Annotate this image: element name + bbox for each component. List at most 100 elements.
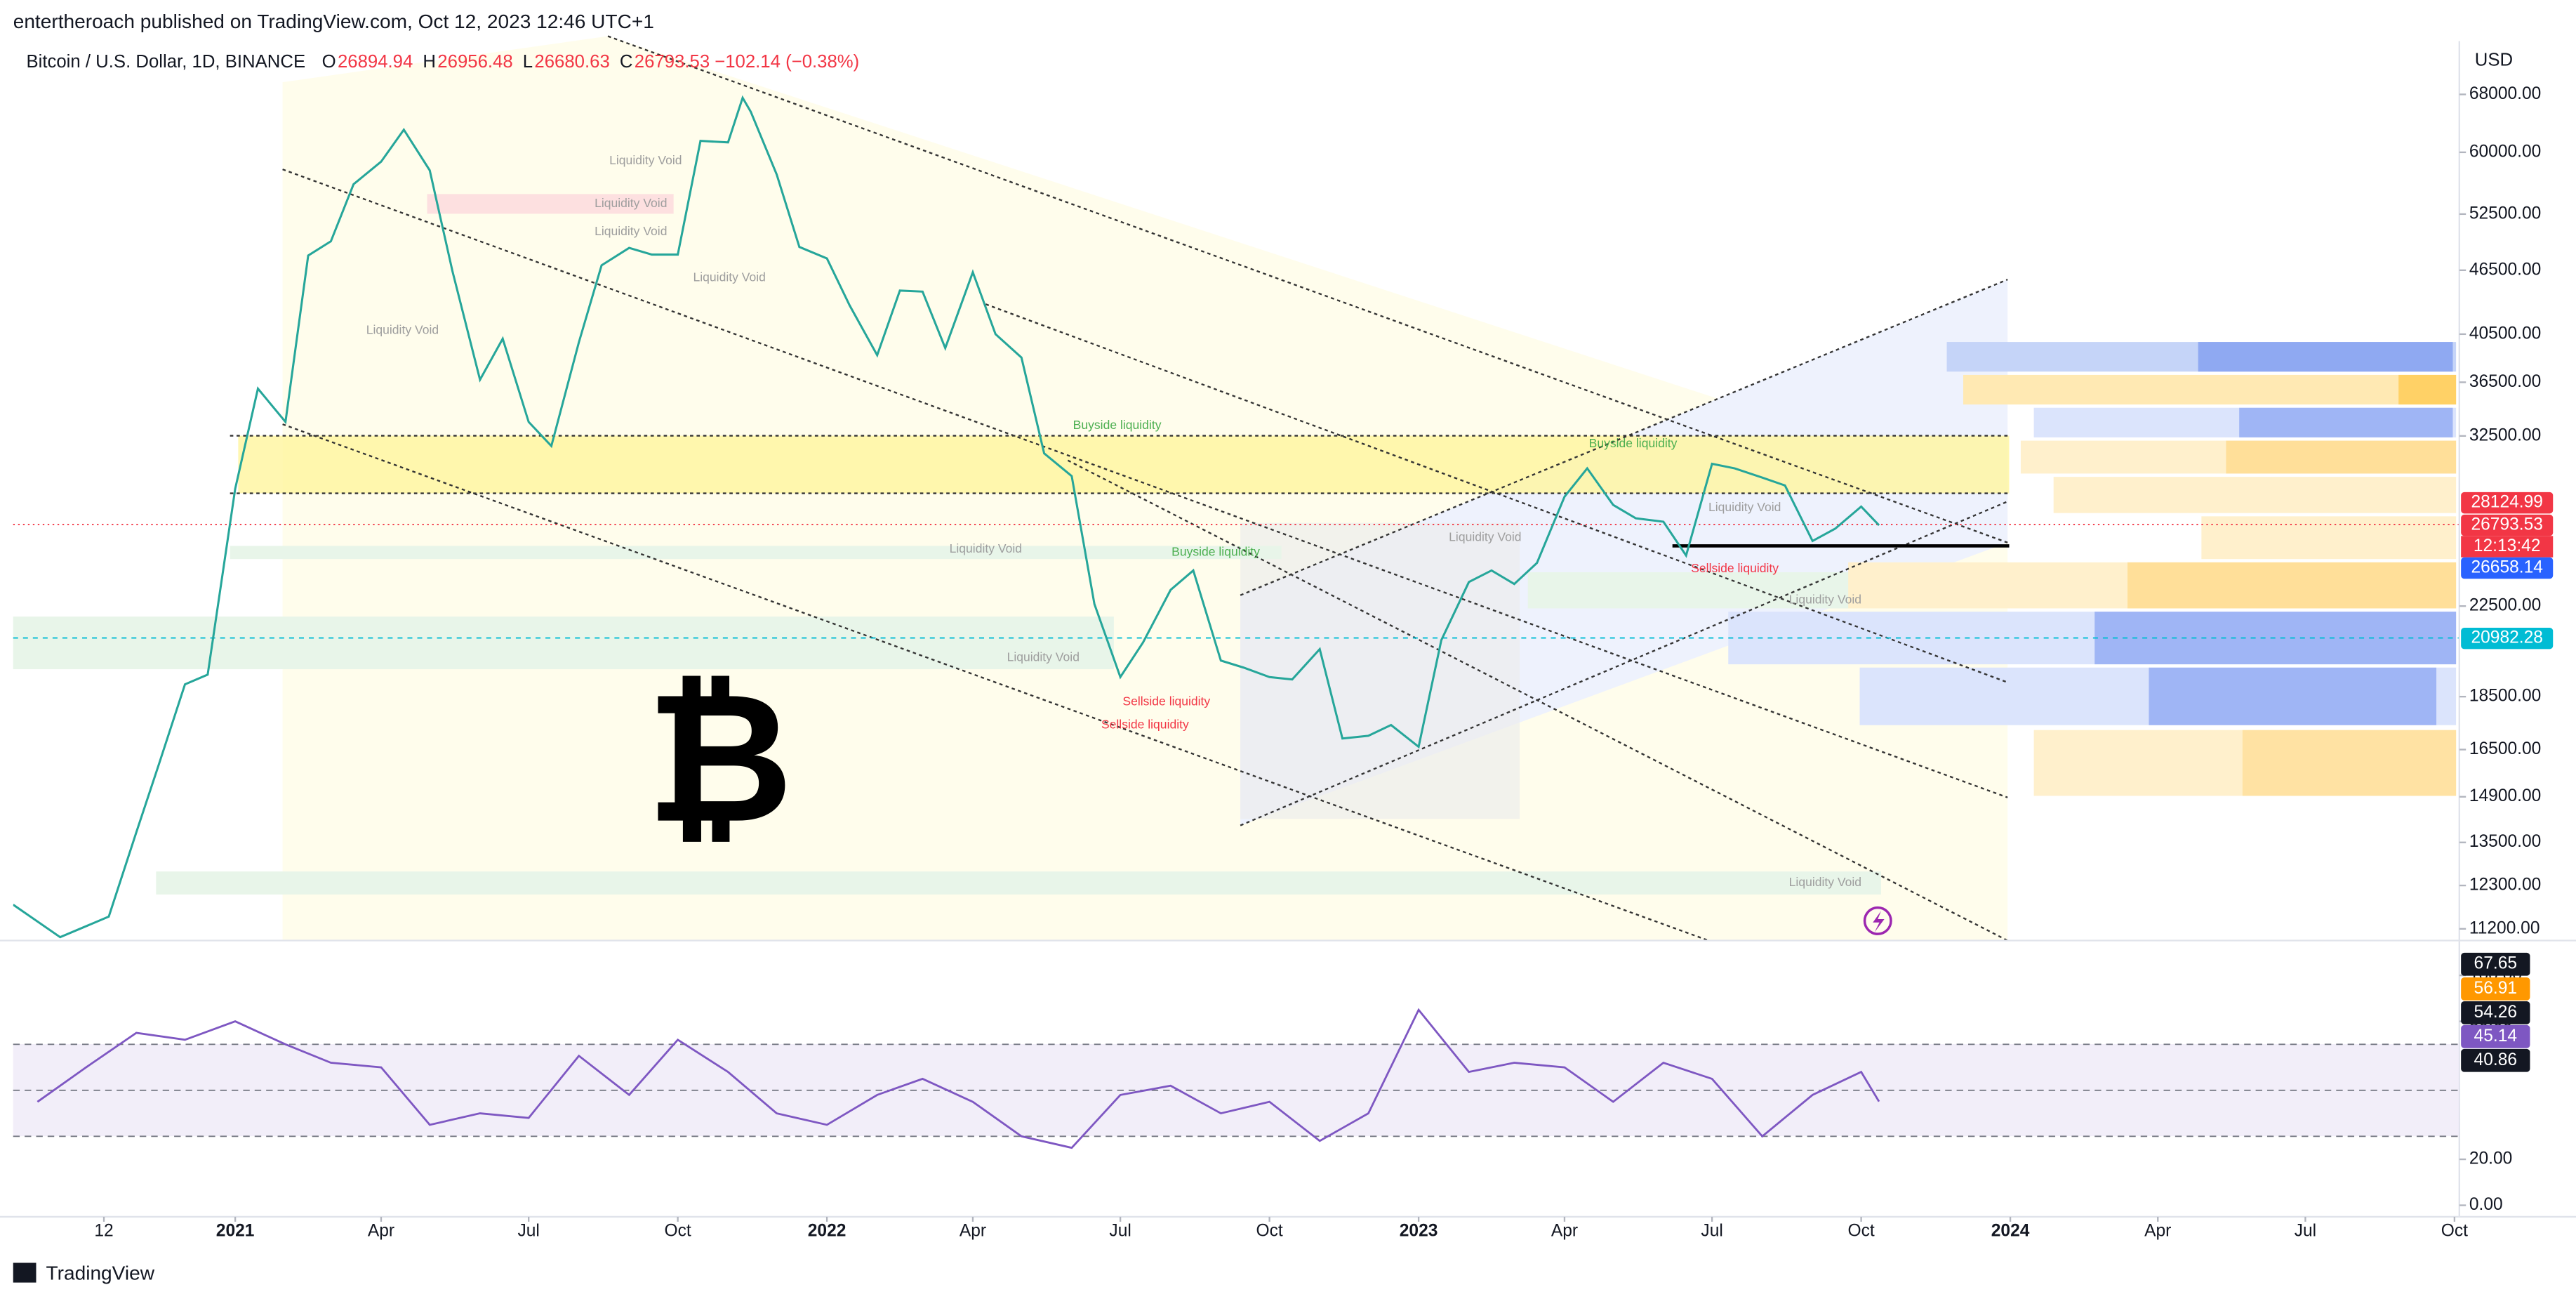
- y-tick-label: 12300.00: [2469, 876, 2541, 895]
- rsi-tag: [2461, 977, 2530, 1001]
- brand-logo: [13, 1262, 36, 1283]
- x-tick-label: Oct: [1847, 1221, 1874, 1240]
- y-tick-label: 13500.00: [2469, 832, 2541, 851]
- price-tag: [2461, 557, 2554, 579]
- x-tick-label: Jul: [1109, 1221, 1131, 1240]
- annotation: Liquidity Void: [366, 322, 439, 336]
- volume-profile: [1963, 374, 2457, 405]
- annotation: Liquidity Void: [1007, 650, 1080, 664]
- ohlc-value: 26793.53: [635, 52, 710, 72]
- y-tick-label: 14900.00: [2469, 786, 2541, 805]
- ohlc-value: 26680.63: [534, 52, 609, 72]
- annotation: Liquidity Void: [1789, 592, 1861, 606]
- zone: [1527, 572, 1857, 609]
- annotation: Liquidity Void: [950, 541, 1022, 555]
- drawings: [13, 35, 2459, 942]
- y-tick-label: 40500.00: [2469, 324, 2541, 343]
- volume-profile: [2198, 342, 2453, 372]
- rsi-tag-label: 40.86: [2474, 1050, 2517, 1069]
- y-tick-label: 20.00: [2469, 1149, 2512, 1168]
- x-tick-label: Oct: [1256, 1221, 1282, 1240]
- price-tag-label: 26793.53: [2471, 515, 2542, 534]
- volume-profile: [2201, 516, 2457, 560]
- annotation: Liquidity Void: [1789, 875, 1861, 889]
- alert-bolt: [1873, 911, 1885, 932]
- ohlc-value: 26956.48: [437, 52, 512, 72]
- countdown: 12:13:42: [2474, 536, 2541, 555]
- annotation: Buyside liquidity: [1589, 436, 1678, 450]
- annotation: Sellside liquidity: [1101, 717, 1189, 731]
- x-tick-label: 2022: [808, 1221, 847, 1240]
- y-tick-label: 11200.00: [2469, 918, 2540, 937]
- rsi-tag-label: 54.26: [2474, 1003, 2517, 1022]
- zone: [230, 546, 1282, 560]
- trendlines: [230, 35, 2010, 942]
- zone: [238, 435, 2010, 494]
- x-tick-label: Apr: [2144, 1221, 2171, 1240]
- annotation: Liquidity Void: [609, 153, 682, 167]
- y-tick-label: 68000.00: [2469, 84, 2541, 103]
- price-tag: [2461, 492, 2554, 514]
- x-tick-label: Oct: [2441, 1221, 2468, 1240]
- price-tag-label: 26658.14: [2471, 558, 2542, 576]
- y-tick-label: 32500.00: [2469, 426, 2541, 444]
- volume-profile: [2239, 407, 2453, 437]
- x-tick-label: Apr: [1551, 1221, 1578, 1240]
- annotation: Liquidity Void: [1708, 500, 1781, 514]
- price-line: [13, 95, 1880, 939]
- x-tick-label: 2021: [216, 1221, 255, 1240]
- ohlc-label: L: [523, 52, 533, 72]
- x-tick-label: Apr: [368, 1221, 394, 1240]
- x-tick-label: 2023: [1400, 1221, 1438, 1240]
- x-tick-label: Jul: [2295, 1221, 2316, 1240]
- watermark: ₿: [646, 657, 793, 859]
- price-tag-label: 28124.99: [2471, 493, 2542, 512]
- price-tag-label: 20982.28: [2471, 628, 2542, 647]
- y-tick-label: 18500.00: [2469, 687, 2541, 706]
- annotation: Buyside liquidity: [1073, 418, 1162, 432]
- alert-icon[interactable]: [1863, 906, 1892, 935]
- price-tag: [2461, 514, 2554, 536]
- y-tick-label: 46500.00: [2469, 260, 2541, 279]
- y-tick-label: 60000.00: [2469, 142, 2541, 161]
- rsi-tag: [2461, 1024, 2530, 1048]
- rsi-tag: [2461, 1001, 2530, 1024]
- annotation: Liquidity Void: [595, 224, 667, 238]
- x-tick-label: Jul: [517, 1221, 539, 1240]
- zone: [427, 194, 674, 214]
- rsi-tag-label: 45.14: [2474, 1027, 2517, 1046]
- annotation: Sellside liquidity: [1691, 561, 1779, 575]
- rsi-tag: [2461, 952, 2530, 976]
- annotation: Liquidity Void: [693, 270, 766, 284]
- x-tick-label: Oct: [665, 1221, 691, 1240]
- zone: [1240, 522, 1520, 819]
- annotation: Liquidity Void: [595, 196, 667, 210]
- y-tick-label: 16500.00: [2469, 739, 2541, 758]
- rsi-line: [36, 1008, 1880, 1149]
- publisher: entertheroach published on TradingView.c…: [13, 11, 654, 32]
- y-tick-label: 52500.00: [2469, 204, 2541, 223]
- countdown-bg: [2461, 536, 2554, 558]
- ohlc-label: H: [423, 52, 436, 72]
- brand: TradingView: [46, 1262, 155, 1284]
- price-tag: [2461, 627, 2554, 650]
- rsi-tag-label: 56.91: [2474, 979, 2517, 998]
- volume-profile: [2226, 440, 2457, 474]
- zone: [13, 616, 1114, 670]
- currency: USD: [2475, 50, 2513, 70]
- annotation: Buyside liquidity: [1171, 544, 1260, 558]
- symbol: Bitcoin / U.S. Dollar, 1D, BINANCE: [26, 52, 305, 72]
- volume-profile: [2149, 667, 2437, 725]
- rsi-tag-label: 67.65: [2474, 954, 2517, 973]
- y-tick-label: 0.00: [2469, 1195, 2503, 1214]
- x-tick-label: 12: [94, 1221, 113, 1240]
- volume-profile: [2127, 562, 2457, 609]
- rsi-tag: [2461, 1048, 2530, 1072]
- ohlc-label: C: [620, 52, 633, 72]
- x-tick-label: Apr: [960, 1221, 986, 1240]
- y-tick-label: 36500.00: [2469, 372, 2541, 391]
- volume-profile: [2242, 730, 2457, 796]
- annotation: Liquidity Void: [1449, 529, 1521, 543]
